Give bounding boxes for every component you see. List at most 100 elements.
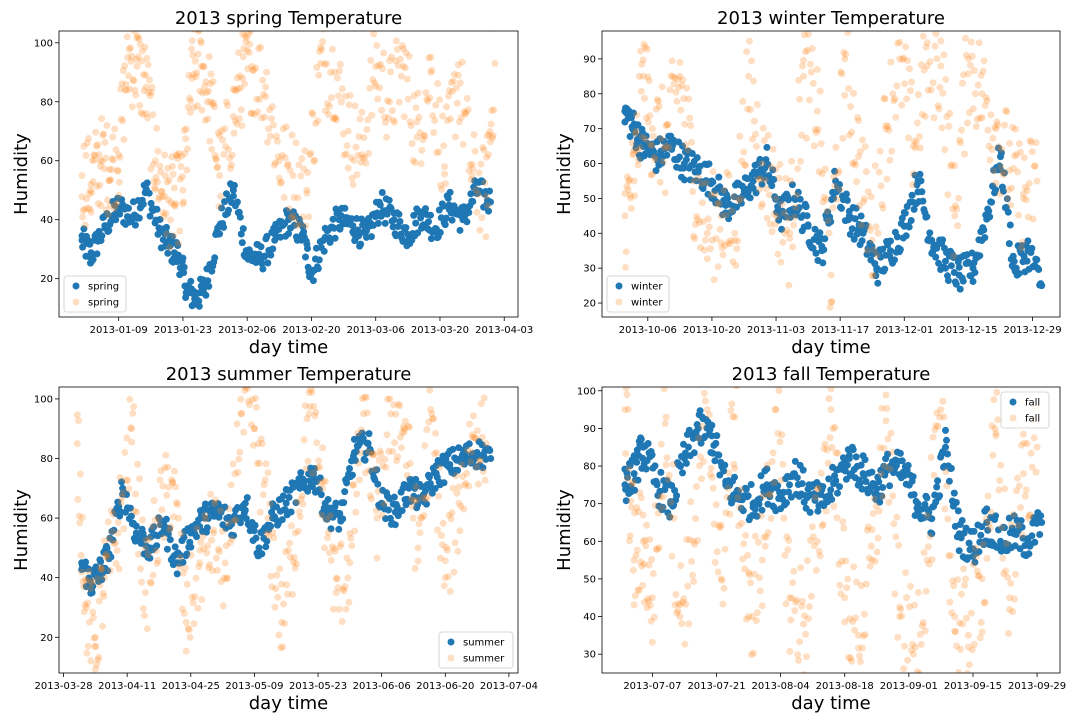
data-point [1037,280,1045,288]
data-point [791,213,799,221]
data-point [413,496,421,504]
data-point [917,177,925,185]
data-point [622,450,630,457]
data-point [681,640,689,648]
data-point [193,102,201,110]
data-point [462,480,470,487]
data-point [430,129,438,137]
data-point [422,495,430,503]
data-point [442,180,449,188]
data-point [296,513,304,521]
x-tick-label: 2013-12-15 [939,325,997,336]
data-point [331,547,339,555]
data-point [97,563,105,571]
data-point [621,212,629,220]
data-point [1030,162,1038,170]
data-point [237,230,245,238]
data-point [794,651,802,659]
data-point [311,412,319,420]
data-point [224,102,231,109]
data-point [90,151,98,159]
data-point [739,97,747,105]
data-point [175,563,183,571]
data-point [696,407,704,415]
data-point [181,564,189,572]
data-point [1012,264,1020,272]
data-point [630,470,638,478]
data-point [772,406,780,414]
data-point [402,49,410,57]
data-point [167,199,175,207]
y-tick-label: 100 [577,386,596,397]
data-point [248,421,255,429]
data-point [962,34,969,42]
data-point [336,543,344,551]
x-tick-label: 2013-10-06 [619,325,677,336]
data-point [135,35,143,43]
data-point [295,161,303,169]
data-point [627,194,635,202]
y-tick-label: 20 [583,299,596,310]
data-point [639,56,647,64]
data-point [867,193,875,201]
data-point [768,228,776,236]
data-point [633,546,641,554]
data-point [264,469,272,477]
data-point [242,38,250,46]
data-point [319,484,327,492]
x-tick-label: 2013-03-20 [411,325,469,336]
data-point [322,107,329,115]
data-point [197,37,205,45]
data-point [873,548,881,556]
data-point [987,111,995,119]
data-point [632,127,640,135]
data-point [976,114,984,122]
data-point [775,174,783,182]
data-point [868,242,876,250]
y-tick-label: 40 [40,573,53,584]
data-point [964,643,972,651]
data-point [699,458,707,466]
data-point [425,473,433,481]
data-point [962,524,970,532]
data-point [625,465,633,473]
data-point [1018,523,1026,531]
data-point [230,129,238,137]
data-point [811,225,819,233]
data-point [180,198,188,206]
data-point [327,557,335,564]
data-point [306,403,314,411]
data-point [205,53,213,61]
data-point [484,202,492,210]
data-point [358,108,366,116]
data-point [440,479,448,487]
data-point [971,544,979,552]
data-point [459,140,467,148]
data-point [992,429,1000,437]
series-1-density [621,31,1040,311]
data-point [676,613,684,621]
data-point [887,237,894,245]
data-point [1012,125,1019,133]
data-point [226,522,234,530]
data-point [667,72,675,80]
data-point [648,125,656,133]
data-point [657,440,665,448]
data-point [424,493,432,501]
data-point [126,504,134,512]
data-point [199,89,207,97]
data-point [723,168,731,176]
data-point [892,533,900,541]
data-point [651,502,659,510]
data-point [106,177,113,184]
data-point [399,45,407,53]
data-point [459,473,467,480]
data-point [818,170,826,178]
data-point [708,473,716,481]
data-point [478,441,486,449]
data-point [391,521,399,529]
data-point [827,298,835,306]
data-point [381,455,389,463]
data-point [187,277,195,285]
